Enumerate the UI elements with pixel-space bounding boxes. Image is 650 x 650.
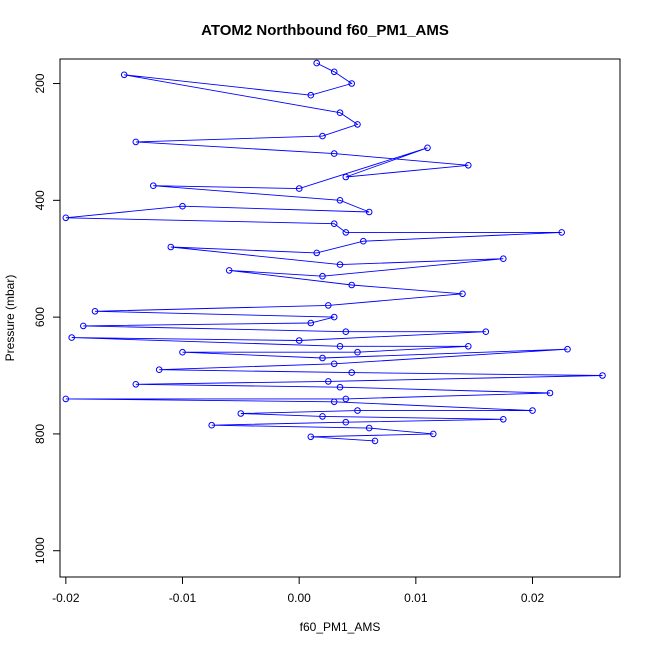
data-point [325, 302, 332, 309]
data-point [319, 354, 326, 362]
chart-title: ATOM2 Northbound f60_PM1_AMS [201, 22, 449, 39]
y-axis-label: Pressure (mbar) [3, 275, 17, 362]
data-point [120, 71, 128, 79]
data-point [167, 243, 175, 251]
data-point [599, 372, 606, 379]
data-point [336, 343, 344, 350]
data-point [179, 348, 186, 356]
data-point [91, 308, 99, 315]
data-point [336, 197, 344, 204]
data-point [459, 290, 466, 298]
data-point [295, 185, 303, 192]
data-point [564, 345, 571, 353]
data-point [500, 416, 507, 423]
data-point [330, 398, 338, 406]
data-point [319, 272, 326, 280]
data-point [208, 421, 215, 429]
data-point [354, 121, 361, 128]
data-point [225, 267, 233, 274]
data-point [132, 138, 140, 146]
data-point [342, 229, 350, 236]
data-point [529, 407, 536, 414]
data-point [325, 378, 332, 385]
data-point [319, 413, 326, 420]
data-point [371, 437, 379, 445]
data-point [313, 249, 321, 257]
x-tick-label: 0.01 [404, 591, 428, 605]
y-tick-label: 800 [33, 424, 47, 444]
data-point [354, 407, 361, 414]
x-tick-label: 0.00 [287, 591, 311, 605]
data-point [342, 418, 350, 426]
data-point [132, 381, 140, 388]
data-point [342, 173, 350, 181]
data-point [558, 229, 566, 236]
data-point [313, 59, 321, 67]
data-point [68, 334, 75, 341]
data-point [424, 144, 431, 152]
data-point [307, 433, 315, 441]
data-point [430, 430, 437, 438]
data-point [307, 91, 315, 99]
data-point [342, 395, 350, 403]
x-tick-label: -0.01 [169, 591, 197, 605]
data-point [150, 182, 157, 189]
data-point [365, 208, 373, 216]
series-line [65, 62, 603, 442]
data-point [155, 366, 163, 374]
data-point [336, 261, 344, 268]
data-point [348, 80, 356, 87]
data-point [330, 220, 338, 227]
data-point [319, 132, 326, 140]
x-tick-label: 0.02 [521, 591, 545, 605]
y-tick-label: 200 [33, 73, 47, 93]
y-axis: 200 400 600 800 1000 [33, 73, 60, 564]
data-point [465, 343, 472, 350]
data-point [336, 383, 344, 391]
data-point [295, 337, 303, 344]
data-point [365, 424, 373, 432]
data-point [336, 109, 344, 116]
data-point [330, 360, 338, 368]
data-point [330, 68, 338, 76]
data-point [62, 395, 70, 403]
data-point [360, 237, 367, 245]
data-point [237, 410, 245, 417]
data-point [348, 369, 356, 376]
x-axis-label: f60_PM1_AMS [300, 620, 381, 634]
data-point [80, 322, 87, 330]
data-point [482, 328, 490, 336]
plot-frame [59, 58, 621, 578]
data-point [307, 319, 315, 327]
data-point [342, 328, 350, 336]
y-tick-label: 400 [33, 190, 47, 210]
y-tick-label: 600 [33, 307, 47, 327]
x-tick-label: -0.02 [52, 591, 80, 605]
data-point [465, 162, 472, 169]
x-axis: -0.02 -0.01 0.00 0.01 0.02 [52, 577, 545, 605]
data-point [546, 389, 554, 397]
data-point [330, 313, 338, 321]
data-point [179, 202, 186, 210]
y-tick-label: 1000 [33, 537, 47, 564]
data-point [348, 281, 356, 289]
data-point [500, 255, 507, 263]
data-point [330, 150, 338, 157]
data-point [62, 214, 70, 222]
data-point [354, 348, 361, 356]
